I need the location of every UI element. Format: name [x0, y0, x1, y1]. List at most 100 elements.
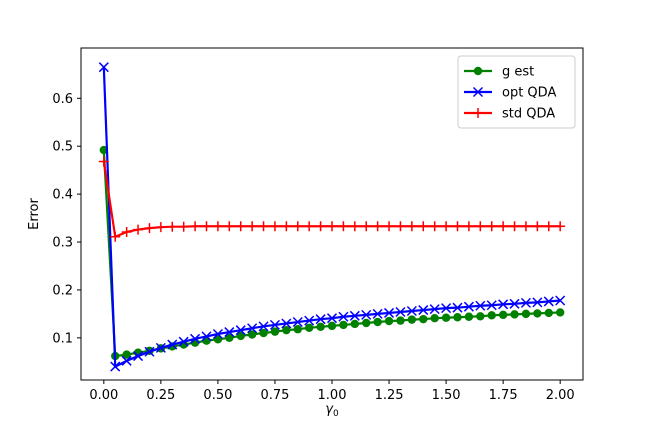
- y-tick-label: 0.4: [52, 188, 73, 203]
- data-point: [395, 221, 406, 232]
- x-tick-label: 1.50: [432, 388, 461, 403]
- data-point: [122, 350, 131, 359]
- data-point: [259, 328, 268, 338]
- data-point: [384, 316, 394, 326]
- data-point: [406, 305, 417, 317]
- legend-box: [457, 55, 576, 129]
- x-tick-label: 1.25: [375, 388, 404, 403]
- data-point: [258, 221, 269, 232]
- x-tick-label: 0.75: [260, 388, 289, 403]
- data-point: [521, 309, 531, 319]
- data-point: [543, 221, 554, 232]
- data-point: [498, 299, 509, 310]
- data-point: [532, 297, 543, 308]
- data-point: [510, 310, 519, 319]
- data-point: [281, 221, 292, 232]
- y-tick-label: 0.2: [52, 283, 73, 298]
- y-tick-label: 0.5: [52, 140, 73, 155]
- data-point: [372, 308, 383, 319]
- data-point: [212, 221, 223, 232]
- series-opt-qda: [98, 62, 566, 372]
- x-tick-label: 0.50: [203, 388, 232, 403]
- data-point: [396, 316, 405, 325]
- data-point: [326, 313, 338, 324]
- data-point: [544, 308, 553, 318]
- data-point: [361, 221, 372, 232]
- series-layer: [98, 62, 566, 372]
- data-point: [144, 223, 155, 234]
- x-tick-label: 1.00: [318, 388, 347, 403]
- y-tick-label: 0.1: [52, 331, 73, 346]
- data-point: [167, 221, 178, 232]
- data-point: [373, 317, 382, 327]
- data-point: [475, 221, 486, 232]
- data-point: [121, 355, 132, 366]
- data-point: [269, 319, 280, 330]
- data-point: [258, 321, 269, 332]
- data-point: [201, 221, 212, 232]
- data-point: [372, 221, 383, 232]
- data-point: [269, 221, 280, 232]
- x-axis-label-subscript: 0: [333, 409, 339, 419]
- data-point: [441, 303, 452, 314]
- x-tick-label: 0.00: [89, 388, 118, 403]
- data-point: [384, 307, 395, 318]
- data-point: [429, 221, 440, 232]
- series-g-est: [99, 145, 565, 361]
- data-point: [167, 339, 178, 350]
- data-point: [555, 295, 566, 306]
- legend-marker: [473, 108, 483, 118]
- data-point: [453, 313, 462, 322]
- data-point: [247, 330, 257, 339]
- data-point: [224, 327, 235, 338]
- data-point: [213, 335, 223, 344]
- legend-item: g est: [464, 65, 534, 80]
- data-point: [304, 323, 314, 332]
- data-point: [555, 308, 565, 317]
- data-point: [292, 317, 303, 328]
- data-point: [338, 311, 349, 322]
- data-point: [384, 221, 395, 232]
- data-point: [133, 224, 144, 235]
- data-point: [235, 325, 246, 336]
- data-point: [110, 231, 121, 242]
- data-point: [487, 311, 496, 320]
- data-point: [315, 221, 326, 232]
- legend: g est opt QDA std QDA: [457, 55, 576, 129]
- data-point: [407, 315, 417, 324]
- data-point: [282, 325, 291, 335]
- legend-marker: [472, 86, 484, 98]
- data-point: [350, 319, 360, 329]
- data-point: [543, 296, 554, 307]
- data-point: [292, 221, 303, 232]
- data-point: [361, 309, 372, 320]
- data-point: [486, 300, 497, 311]
- data-point: [475, 300, 486, 311]
- data-point: [441, 221, 452, 232]
- data-point: [315, 314, 326, 325]
- legend-item: std QDA: [464, 107, 555, 122]
- data-point: [509, 298, 520, 309]
- data-point: [155, 342, 166, 353]
- data-point: [235, 221, 246, 232]
- legend-marker: [473, 66, 483, 76]
- data-point: [155, 222, 166, 233]
- data-point: [304, 315, 315, 326]
- data-point: [463, 221, 474, 232]
- data-point: [212, 328, 223, 340]
- y-tick-label: 0.6: [52, 92, 73, 107]
- data-point: [247, 221, 258, 232]
- data-point: [178, 336, 189, 347]
- data-point: [452, 302, 463, 313]
- data-point: [339, 320, 348, 330]
- data-point: [429, 304, 440, 315]
- x-tick-label: 2.00: [546, 388, 575, 403]
- data-point: [498, 310, 508, 320]
- data-point: [520, 297, 531, 308]
- data-point: [144, 346, 155, 357]
- data-point: [327, 221, 337, 232]
- y-axis-label: Error: [27, 198, 42, 230]
- data-point: [463, 301, 474, 312]
- data-point: [327, 321, 337, 331]
